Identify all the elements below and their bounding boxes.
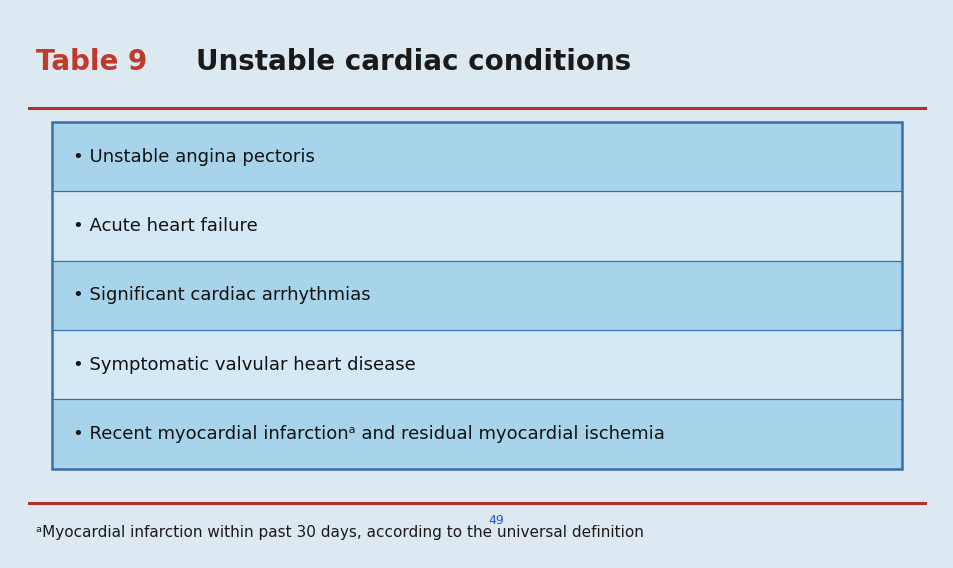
Bar — [52, 122, 901, 469]
Text: Unstable cardiac conditions: Unstable cardiac conditions — [195, 48, 630, 76]
Bar — [52, 261, 901, 330]
Bar — [52, 191, 901, 261]
Text: • Acute heart failure: • Acute heart failure — [73, 217, 258, 235]
Text: • Significant cardiac arrhythmias: • Significant cardiac arrhythmias — [73, 286, 371, 304]
Bar — [52, 122, 901, 191]
Text: • Symptomatic valvular heart disease: • Symptomatic valvular heart disease — [73, 356, 416, 374]
Text: • Recent myocardial infarctionᵃ and residual myocardial ischemia: • Recent myocardial infarctionᵃ and resi… — [73, 425, 664, 443]
Text: 49: 49 — [488, 514, 503, 527]
Bar — [52, 399, 901, 469]
Bar — [52, 330, 901, 399]
Text: ᵃMyocardial infarction within past 30 days, according to the universal definitio: ᵃMyocardial infarction within past 30 da… — [36, 525, 643, 540]
Text: Table 9: Table 9 — [36, 48, 148, 76]
Text: • Unstable angina pectoris: • Unstable angina pectoris — [73, 148, 315, 166]
